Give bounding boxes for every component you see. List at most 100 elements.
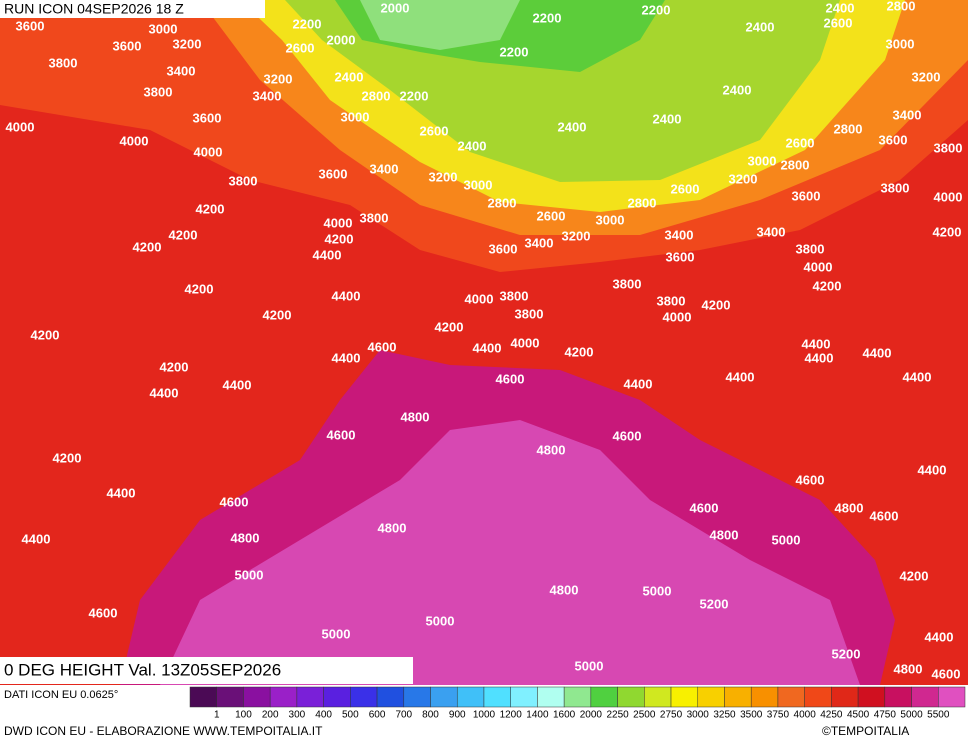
legend-label: 4500 (847, 710, 870, 721)
contour-label: 3000 (341, 109, 370, 124)
contour-label: 4400 (473, 340, 502, 355)
contour-label: 2400 (558, 119, 587, 134)
legend-label: 300 (289, 710, 306, 721)
legend-swatch (750, 686, 779, 708)
contour-label: 3000 (886, 36, 915, 51)
legend-label: 1000 (473, 710, 496, 721)
contour-label: 2200 (500, 44, 529, 59)
contour-label: 4200 (702, 297, 731, 312)
contour-label: 5000 (235, 567, 264, 582)
legend-label: 800 (422, 710, 439, 721)
run-label: RUN ICON 04SEP2026 18 Z (4, 1, 184, 17)
contour-label: 4800 (231, 530, 260, 545)
copyright: ©TEMPOITALIA (822, 724, 909, 738)
contour-label: 3800 (796, 241, 825, 256)
legend-swatch (617, 686, 645, 708)
legend-swatch (403, 686, 431, 708)
contour-label: 4200 (813, 278, 842, 293)
contour-label: 4000 (804, 259, 833, 274)
credit: DWD ICON EU - ELABORAZIONE WWW.TEMPOITAL… (4, 724, 323, 738)
legend-swatch (590, 686, 618, 708)
legend-swatch (911, 686, 939, 708)
contour-label: 4600 (327, 427, 356, 442)
legend-label: 3750 (767, 710, 790, 721)
legend-label: 3500 (740, 710, 763, 721)
contour-label: 4000 (194, 144, 223, 159)
legend-label: 3000 (687, 710, 710, 721)
contour-label: 4600 (220, 494, 249, 509)
source: DATI ICON EU 0.0625° (4, 689, 118, 701)
contour-label: 4200 (31, 327, 60, 342)
legend-swatch (296, 686, 324, 708)
contour-label: 4000 (120, 133, 149, 148)
legend-swatch (644, 686, 672, 708)
contour-label: 4000 (465, 291, 494, 306)
contour-label: 3400 (525, 235, 554, 250)
legend-label: 2000 (580, 710, 603, 721)
contour-labels: 3600 3000 3600 3200 2000 2200 2200 2400 2800 2200… (6, 0, 963, 681)
legend-label: 1600 (553, 710, 576, 721)
legend-label: 700 (395, 710, 412, 721)
contour-label: 3600 (489, 241, 518, 256)
contour-label: 4600 (496, 371, 525, 386)
legend-label: 500 (342, 710, 359, 721)
contour-label: 4200 (325, 231, 354, 246)
legend-swatch (563, 686, 592, 708)
contour-label: 4400 (863, 345, 892, 360)
contour-label: 4400 (805, 350, 834, 365)
legend-label: 2500 (633, 710, 656, 721)
contour-label: 4600 (89, 605, 118, 620)
contour-label: 3600 (319, 166, 348, 181)
legend-label: 900 (449, 710, 466, 721)
legend-label: 1200 (500, 710, 523, 721)
contour-label: 2800 (887, 0, 916, 13)
contour-label: 4200 (53, 450, 82, 465)
contour-label: 2600 (286, 40, 315, 55)
contour-label: 3600 (16, 18, 45, 33)
legend-swatch (697, 686, 725, 708)
contour-label: 4400 (150, 385, 179, 400)
legend-swatch (269, 686, 298, 708)
legend-label: 4000 (794, 710, 817, 721)
contour-label: 3200 (429, 169, 458, 184)
contour-label: 2600 (420, 123, 449, 138)
contour-label: 5000 (643, 583, 672, 598)
legend-label: 200 (262, 710, 279, 721)
legend-swatch (430, 686, 458, 708)
zone-red-east (900, 400, 968, 685)
legend-swatch (376, 686, 405, 708)
contour-label: 3600 (792, 188, 821, 203)
contour-label: 4400 (726, 369, 755, 384)
contour-label: 4600 (870, 508, 899, 523)
contour-label: 4800 (835, 500, 864, 515)
contour-label: 4200 (169, 227, 198, 242)
contour-label: 3800 (934, 140, 963, 155)
legend-swatch (216, 686, 244, 708)
contour-label: 3400 (253, 88, 282, 103)
contour-label: 4400 (223, 377, 252, 392)
legend-swatch (243, 686, 271, 708)
contour-label: 3800 (144, 84, 173, 99)
contour-label: 4800 (894, 661, 923, 676)
contour-label: 5000 (426, 613, 455, 628)
contour-label: 5200 (700, 596, 729, 611)
contour-label: 4400 (802, 336, 831, 351)
contour-label: 3400 (370, 161, 399, 176)
contour-label: 3600 (193, 110, 222, 125)
contour-label: 3200 (264, 71, 293, 86)
contour-label: 4400 (313, 247, 342, 262)
contour-label: 4000 (934, 189, 963, 204)
contour-label: 4200 (133, 239, 162, 254)
legend-label: 4250 (820, 710, 843, 721)
legend-swatch (456, 686, 485, 708)
legend-label: 5000 (900, 710, 923, 721)
contour-label: 4400 (903, 369, 932, 384)
contour-label: 4600 (690, 500, 719, 515)
contour-label: 4600 (796, 472, 825, 487)
legend-label: 2250 (606, 710, 629, 721)
legend-swatch (537, 686, 565, 708)
contour-label: 2000 (327, 32, 356, 47)
contour-label: 2600 (824, 15, 853, 30)
contour-label: 3800 (657, 293, 686, 308)
